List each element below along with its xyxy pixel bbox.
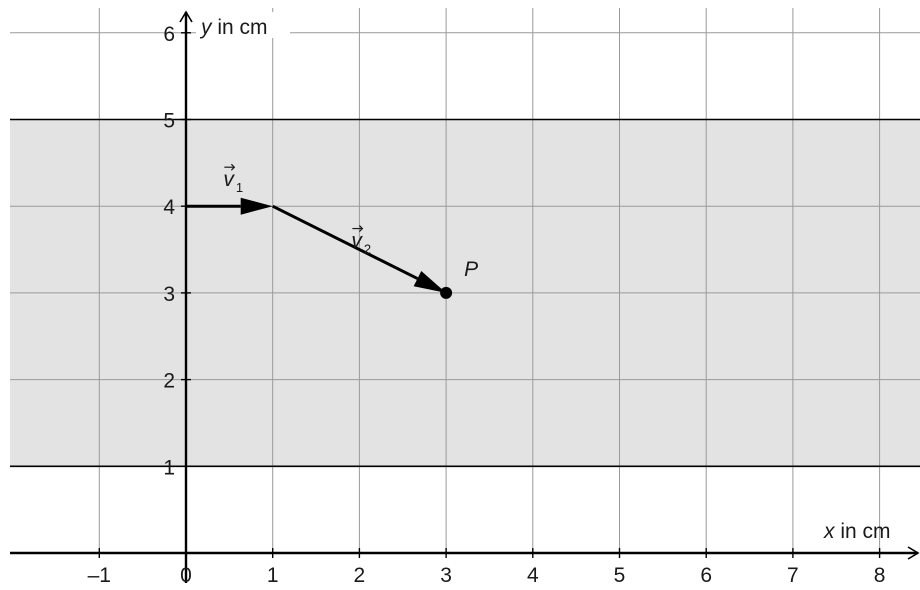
point-p-marker [440,286,453,299]
x-tick-label: 5 [614,564,626,587]
x-tick-label: 1 [267,564,279,587]
x-axis-label-unit: in cm [835,520,891,543]
point-p-label: P [464,258,478,281]
vector-v2-arrowhead [413,270,447,293]
y-tick-label: 4 [163,196,175,219]
x-tick-label: 2 [354,564,366,587]
vector-v2-shaft [272,204,419,280]
vector-v1-arrowhead [240,197,273,215]
y-tick-label: 6 [163,23,175,46]
y-axis-label-variable: y [199,16,213,39]
vector-v2-overarrow-head [358,225,364,232]
vector-v1-overarrow-head [230,163,236,171]
y-tick-label: 1 [163,456,175,479]
y-tick-label: 5 [163,110,175,133]
x-tick-label: 4 [527,564,539,587]
y-axis-label-background [196,12,290,38]
y-axis-label-unit: in cm [212,16,268,39]
x-axis-label: x in cm [823,520,891,543]
vector-v1-name: v [223,168,235,191]
x-axis-label-variable: x [823,520,836,543]
x-tick-label: 6 [700,564,712,587]
axis-layer [10,10,920,583]
y-axis-arrowhead [179,10,193,23]
y-tick-label: 3 [163,283,175,306]
x-tick-label: –1 [88,564,111,587]
x-tick-label: 0 [180,564,192,587]
vector-layer [186,197,453,299]
y-tick-label: 2 [163,370,175,393]
vector-v1-subscript: 1 [236,180,243,195]
vector-v2-subscript: 2 [364,242,371,257]
x-axis-arrowhead [907,546,920,560]
x-tick-label: 8 [874,564,886,587]
grid-layer [10,8,920,553]
x-tick-label: 7 [787,564,799,587]
vector-v2-name: v [351,230,363,253]
x-tick-label: 3 [440,564,452,587]
y-axis-label: y in cm [199,16,268,39]
